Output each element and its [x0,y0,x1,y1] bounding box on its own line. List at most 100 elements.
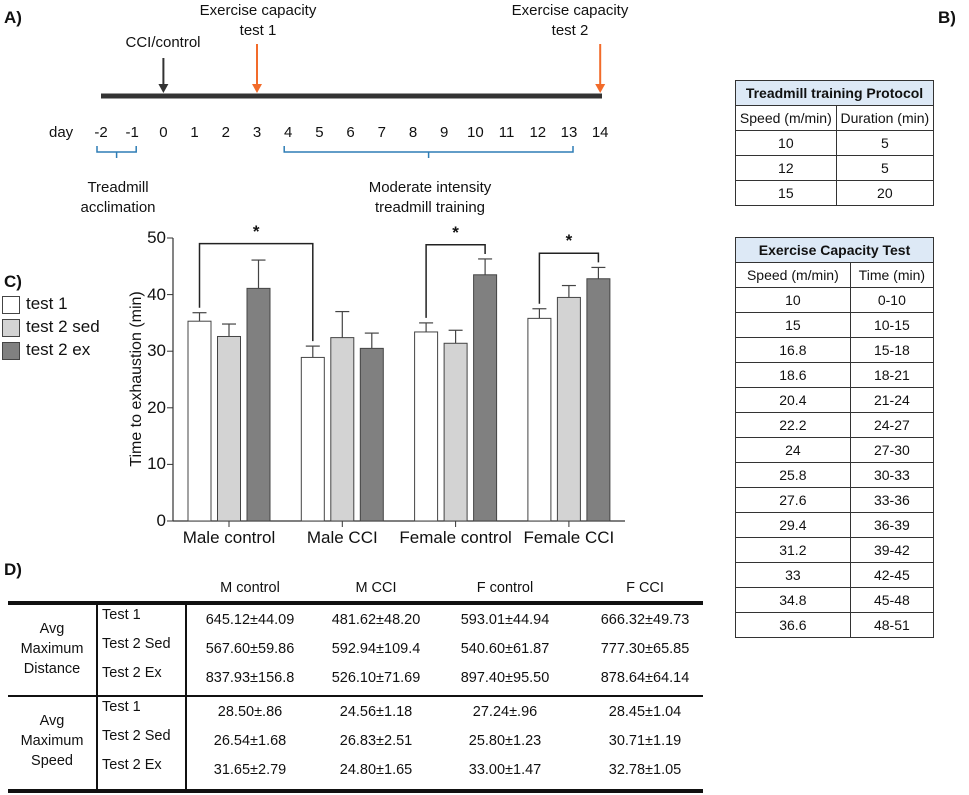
training-line1: Moderate intensity [368,179,492,196]
column-header: F CCI [626,580,664,596]
y-tick-label: 50 [147,228,166,247]
table-row: 15 20 [735,180,935,206]
protocol-table: Treadmill training Protocol Speed (m/min… [735,80,935,206]
acclimation-line1: Treadmill [87,179,149,196]
day-tick-label: 13 [560,124,578,141]
bar [300,356,325,522]
panel-label-a: A) [4,8,22,27]
table-cell: 481.62±48.20 [331,612,421,628]
row-label: Test 1 [102,607,141,623]
table-cell: 27-30 [849,437,935,463]
day-tick-label: 3 [252,124,262,141]
table-cell: 15 [735,312,851,338]
table-cell: 526.10±71.69 [331,670,421,686]
table-cell: 20.4 [735,387,851,413]
cci-arrow-head [158,84,169,93]
table-cell: 28.45±1.04 [608,704,682,720]
capacity-table-title: Exercise Capacity Test [735,237,934,263]
table-cell: 27.24±.96 [472,704,538,720]
table-cell: 30-33 [849,462,935,488]
table-cell: 21-24 [849,387,935,413]
table-row: 15 10-15 [735,312,935,338]
table-cell: 24.80±1.65 [339,762,413,778]
day-label: day [49,124,74,141]
panel-label-b: B) [938,8,956,27]
table-cell: 31.2 [735,537,851,563]
significance-star: * [252,221,260,241]
day-tick-label: 10 [467,124,484,141]
test1-arrow-head [252,84,262,93]
row-label: Test 1 [102,699,141,715]
training-brace [283,146,574,158]
capacity-table: Exercise Capacity Test Speed (m/min) Time… [735,237,935,638]
table-cell: 48-51 [849,612,935,638]
table-cell: 39-42 [849,537,935,563]
table-cell: 24-27 [849,412,935,438]
acclimation-brace [96,146,137,158]
row-label: Test 2 Sed [102,728,171,744]
day-tick-label: 14 [591,124,609,141]
table-cell: 36-39 [849,512,935,538]
legend-label: test 1 [26,294,68,313]
test2-arrow-head [595,84,606,93]
table-cell: 22.2 [735,412,851,438]
table-cell: 15-18 [849,337,935,363]
test1-label: Exercise capacity test 1 [188,1,328,41]
table-mid-rule [8,695,703,697]
test2-label: Exercise capacity test 2 [500,1,640,41]
significance-star: * [565,231,573,251]
group-label-line: Avg [39,621,65,637]
table-cell: 45-48 [849,587,935,613]
day-tick-label: 12 [529,124,547,141]
table-row: 27.6 33-36 [735,487,935,513]
table-cell: 10 [735,130,837,156]
group-label: Avg Maximum Distance [10,619,94,679]
table-row: 18.6 18-21 [735,362,935,388]
day-tick-label: 7 [377,124,386,141]
table-cell: 540.60±61.87 [460,641,550,657]
test1-label-line2: test 1 [239,22,277,39]
table-cell: 32.78±1.05 [608,762,682,778]
panel-label-d: D) [4,560,22,579]
day-tick-label: 2 [221,124,230,141]
table-cell: 18.6 [735,362,851,388]
table-cell: 666.32±49.73 [600,612,690,628]
table-cell: 36.6 [735,612,851,638]
table-top-rule [8,601,703,605]
table-cell: 30.71±1.19 [608,733,682,749]
row-label: Test 2 Ex [102,665,162,681]
y-tick-label: 40 [147,284,166,304]
table-cell: 837.93±156.8 [205,670,295,686]
table-cell: 777.30±65.85 [600,641,690,657]
table-row: 24 27-30 [735,437,935,463]
table-row: 10 0-10 [735,287,935,313]
group-label-line: Maximum [20,641,84,657]
acclimation-label: Treadmill acclimation [58,178,178,218]
training-label: Moderate intensity treadmill training [345,178,515,218]
table-row: 16.8 15-18 [735,337,935,363]
test2-label-line1: Exercise capacity [511,2,629,19]
table-cell: 593.01±44.94 [460,612,550,628]
significance-bracket [425,244,486,318]
protocol-table-title: Treadmill training Protocol [735,80,934,106]
legend-label: test 2 ex [26,340,91,359]
table-cell: 34.8 [735,587,851,613]
bar [330,337,355,522]
bar-chart [167,237,625,527]
day-tick-label: 5 [315,124,324,141]
table-cell: 567.60±59.86 [205,641,295,657]
table-vrule [96,604,98,790]
table-cell: 20 [835,180,935,206]
table-bottom-rule [8,789,703,793]
bar [473,274,498,522]
group-label-line: Maximum [20,733,84,749]
table-cell: 29.4 [735,512,851,538]
y-axis-label: Time to exhaustion (min) [128,291,145,467]
protocol-header: Speed (m/min) [735,105,837,131]
table-cell: 0-10 [849,287,935,313]
table-vrule [185,604,187,790]
group-label: Avg Maximum Speed [10,711,94,771]
table-cell: 31.65±2.79 [213,762,287,778]
table-cell: 26.54±1.68 [213,733,287,749]
table-cell: 15 [735,180,837,206]
